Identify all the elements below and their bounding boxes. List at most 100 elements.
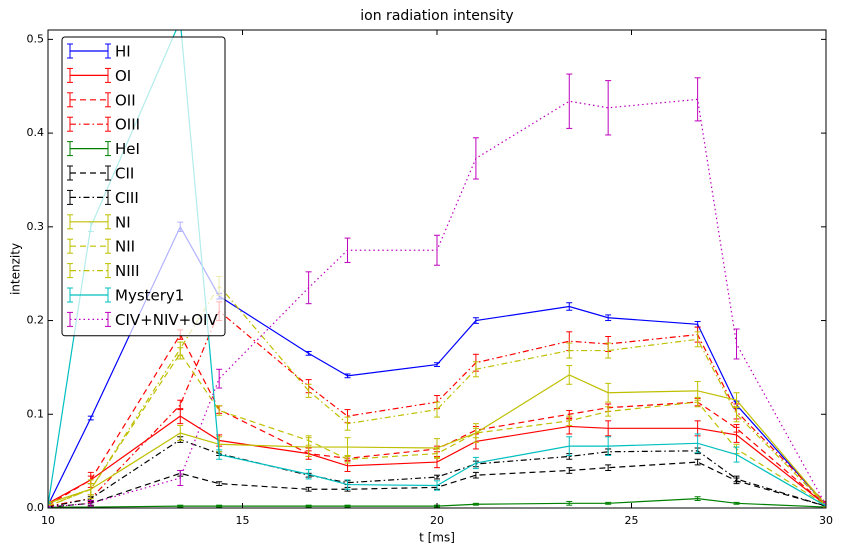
error-bar	[605, 501, 612, 505]
error-bar	[605, 342, 612, 359]
error-bar	[344, 455, 351, 464]
error-bar	[434, 362, 440, 367]
error-bar	[566, 73, 573, 129]
error-bar	[605, 314, 612, 322]
error-bar	[733, 406, 740, 423]
error-bar	[605, 464, 612, 472]
error-bar	[177, 425, 184, 442]
x-tick-label: 10	[41, 514, 55, 527]
error-bar	[434, 448, 440, 459]
error-bar	[566, 415, 573, 427]
error-bar	[472, 502, 479, 506]
legend-label: OI	[115, 67, 131, 85]
error-bar	[48, 505, 51, 508]
legend-label: OIII	[115, 116, 140, 134]
y-tick-label: 0.5	[27, 32, 45, 45]
error-bar	[216, 449, 223, 460]
error-bar	[566, 365, 573, 385]
legend-label: HeI	[115, 140, 140, 158]
legend-label: Mystery1	[115, 287, 184, 305]
error-bar	[694, 496, 701, 502]
error-bar	[305, 469, 312, 480]
error-bar	[472, 361, 479, 378]
error-bar	[605, 382, 612, 403]
error-bar	[434, 474, 440, 480]
error-bar	[177, 399, 184, 411]
error-bar	[566, 436, 573, 457]
legend-label: NI	[115, 213, 131, 231]
error-bar	[472, 317, 479, 324]
error-bar	[87, 483, 94, 496]
error-bar	[344, 416, 351, 431]
y-tick-label: 0.2	[27, 314, 45, 327]
legend-label: NII	[115, 238, 135, 256]
error-bar	[216, 368, 223, 389]
legend-label: NIII	[115, 262, 140, 280]
error-bar	[87, 500, 94, 507]
axes: 10 15 20 25 30 0.0 0.1 0.2 0.3 0.4 0.5	[27, 29, 833, 527]
error-bar	[87, 415, 94, 421]
x-tick-label: 30	[819, 514, 833, 527]
error-bar	[605, 420, 612, 437]
error-bar	[694, 458, 701, 466]
error-bar	[472, 456, 479, 470]
error-bar	[177, 341, 184, 356]
error-bar	[177, 504, 184, 508]
legend-label: OII	[115, 91, 136, 109]
error-bar	[434, 234, 440, 266]
error-bar	[344, 237, 351, 263]
error-bar	[823, 503, 826, 508]
error-bar	[733, 475, 740, 483]
x-tick-label: 20	[430, 514, 444, 527]
x-tick-label: 15	[236, 514, 250, 527]
error-bar	[566, 500, 573, 506]
error-bar	[605, 80, 612, 136]
y-tick-label: 0.3	[27, 220, 45, 233]
error-bar	[733, 446, 740, 463]
y-axis-label: intenzity	[9, 243, 23, 295]
legend-label: CIII	[115, 189, 139, 207]
error-bar	[344, 373, 351, 379]
error-bar	[305, 271, 312, 305]
error-bar	[566, 302, 573, 311]
error-bar	[344, 479, 351, 490]
x-tick-label: 25	[625, 514, 639, 527]
error-bar	[694, 77, 701, 122]
error-bar	[305, 383, 312, 398]
y-tick-label: 0.0	[27, 501, 45, 514]
error-bar	[566, 467, 573, 474]
error-bar	[733, 328, 740, 360]
error-bar	[823, 502, 826, 508]
error-bar	[177, 470, 184, 487]
error-bar	[823, 501, 826, 508]
error-bar	[344, 504, 351, 508]
error-bar	[472, 471, 479, 479]
plot-area	[48, 30, 826, 508]
error-bar	[305, 435, 312, 446]
error-bar	[177, 408, 184, 425]
error-bar	[216, 405, 223, 416]
error-bar	[733, 501, 740, 505]
error-bar	[305, 350, 312, 356]
error-bar	[434, 480, 440, 491]
error-bar	[733, 424, 740, 433]
error-bar	[566, 342, 573, 359]
error-bar	[216, 481, 223, 487]
error-bar	[434, 401, 440, 418]
error-bar	[694, 433, 701, 454]
error-bar	[48, 502, 51, 508]
error-bar	[694, 331, 701, 348]
y-tick-label: 0.4	[27, 126, 45, 139]
x-axis-label: t [ms]	[419, 531, 455, 545]
error-bar	[472, 427, 479, 439]
legend-label: HI	[115, 43, 131, 61]
error-bar	[305, 504, 312, 508]
error-bar	[694, 396, 701, 408]
legend: HI OI OII OIII HeI CII CIII NI NII NIII Mystery1 CI…	[61, 36, 226, 337]
error-bar	[177, 30, 184, 31]
series-line	[48, 333, 826, 506]
legend-label: CIV+NIV+OIV	[115, 311, 218, 329]
error-bar	[605, 436, 612, 457]
